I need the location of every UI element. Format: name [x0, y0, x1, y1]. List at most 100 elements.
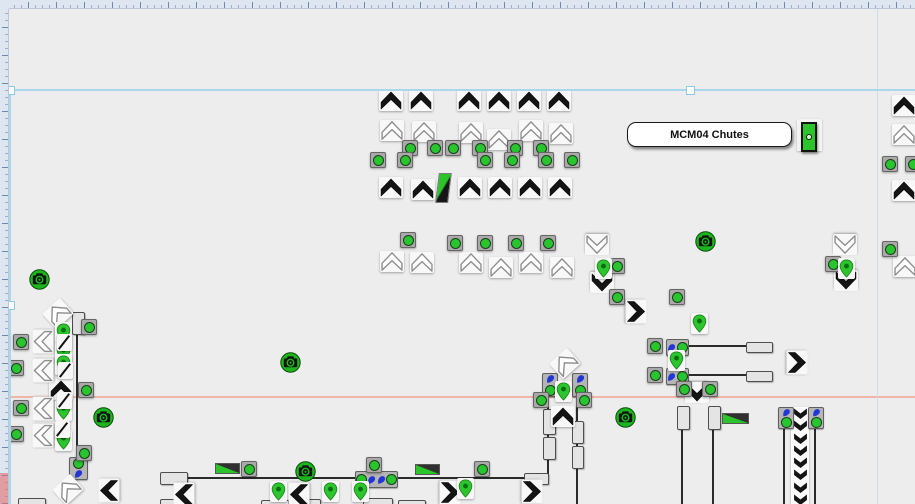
photo-eye-sensor[interactable]	[397, 152, 413, 168]
photo-eye-sensor[interactable]	[370, 152, 386, 168]
photo-eye-sensor[interactable]	[905, 156, 915, 172]
flow-arrow-black[interactable]	[411, 178, 435, 200]
flow-arrow-white[interactable]	[550, 256, 574, 278]
photo-eye-sensor[interactable]	[366, 457, 382, 473]
conveyor-segment[interactable]	[18, 498, 46, 504]
photo-eye-sensor[interactable]	[447, 235, 463, 251]
flow-arrow-white[interactable]	[32, 396, 54, 420]
flow-arrow-white[interactable]	[380, 119, 404, 141]
cctv-camera[interactable]	[294, 460, 316, 482]
photo-eye-sensor[interactable]	[477, 235, 493, 251]
flow-arrow-black[interactable]	[834, 269, 858, 291]
flow-arrow-white[interactable]	[52, 473, 84, 504]
conveyor-segment[interactable]	[746, 371, 773, 382]
belt-level-indicator[interactable]	[722, 413, 749, 424]
flow-arrow-white[interactable]	[549, 347, 581, 379]
photo-eye-sensor[interactable]	[8, 360, 24, 376]
location-marker[interactable]	[594, 257, 612, 279]
flow-arrow-black[interactable]	[551, 405, 575, 427]
conveyor-line[interactable]	[547, 394, 549, 478]
selection-top-edge[interactable]	[9, 89, 915, 91]
flow-arrow-white[interactable]	[489, 256, 513, 278]
flow-arrow-black[interactable]	[548, 176, 572, 198]
diverter-segment[interactable]	[56, 391, 72, 409]
photo-eye-sensor[interactable]	[477, 152, 493, 168]
equipment-status-box[interactable]	[572, 373, 588, 397]
horizontal-ruler[interactable]	[0, 0, 915, 9]
flow-arrow-white[interactable]	[459, 121, 483, 143]
photo-eye-sensor[interactable]	[669, 289, 685, 305]
belt-level-indicator[interactable]	[435, 173, 452, 203]
vertical-ruler[interactable]	[0, 0, 9, 504]
cctv-camera[interactable]	[694, 230, 716, 252]
flow-arrow-black[interactable]	[439, 480, 461, 504]
photo-eye-sensor[interactable]	[445, 140, 461, 156]
flow-arrow-black[interactable]	[409, 89, 433, 111]
flow-arrow-black[interactable]	[98, 478, 120, 502]
conveyor-line[interactable]	[681, 410, 683, 504]
photo-eye-sensor[interactable]	[647, 338, 663, 354]
flow-arrow-black[interactable]	[288, 482, 310, 504]
flow-arrow-white[interactable]	[410, 251, 434, 273]
photo-eye-sensor[interactable]	[882, 156, 898, 172]
location-marker[interactable]	[690, 312, 708, 334]
photo-eye-sensor[interactable]	[538, 152, 554, 168]
photo-eye-sensor[interactable]	[81, 319, 97, 335]
location-marker[interactable]	[351, 480, 369, 502]
location-marker[interactable]	[837, 257, 855, 279]
door-indicator[interactable]	[801, 122, 817, 152]
flow-arrow-white[interactable]	[549, 122, 573, 144]
photo-eye-sensor[interactable]	[241, 461, 257, 477]
chute-segment[interactable]	[572, 446, 584, 469]
photo-eye-sensor[interactable]	[13, 400, 29, 416]
location-marker[interactable]	[554, 380, 572, 402]
flow-arrow-white[interactable]	[459, 251, 483, 273]
flow-arrow-white[interactable]	[585, 233, 609, 255]
flow-arrow-black[interactable]	[518, 176, 542, 198]
photo-eye-sensor[interactable]	[427, 140, 443, 156]
photo-eye-sensor[interactable]	[13, 334, 29, 350]
chute-segment[interactable]	[543, 437, 556, 460]
flow-arrow-black[interactable]	[547, 89, 571, 111]
flow-arrow-black[interactable]	[173, 482, 195, 504]
photo-eye-sensor[interactable]	[76, 445, 92, 461]
flow-arrow-white[interactable]	[519, 251, 543, 273]
photo-eye-sensor[interactable]	[400, 232, 416, 248]
flow-arrow-black[interactable]	[521, 479, 543, 503]
photo-eye-sensor[interactable]	[474, 461, 490, 477]
chute-segment[interactable]	[708, 406, 721, 430]
flow-arrow-white[interactable]	[32, 329, 54, 353]
photo-eye-sensor[interactable]	[78, 382, 94, 398]
flow-arrow-black[interactable]	[487, 89, 511, 111]
chute-segment[interactable]	[677, 406, 690, 430]
conveyor-segment[interactable]	[746, 342, 773, 353]
conveyor-line[interactable]	[712, 410, 714, 504]
photo-eye-sensor[interactable]	[576, 392, 592, 408]
photo-eye-sensor[interactable]	[882, 241, 898, 257]
flow-arrow-white[interactable]	[32, 358, 54, 382]
chutes-area-label[interactable]: MCM04 Chutes	[627, 122, 792, 147]
vertical-guide-line[interactable]	[877, 8, 878, 504]
flow-arrow-black[interactable]	[379, 176, 403, 198]
flow-arrow-black[interactable]	[488, 176, 512, 198]
chute-segment[interactable]	[572, 421, 584, 444]
flow-arrow-white[interactable]	[487, 128, 511, 150]
location-marker[interactable]	[321, 480, 339, 502]
horizontal-guide-line[interactable]	[8, 396, 915, 398]
flow-arrow-white[interactable]	[380, 250, 404, 272]
flow-arrow-white[interactable]	[412, 120, 436, 142]
photo-eye-sensor[interactable]	[8, 426, 24, 442]
flow-arrow-white[interactable]	[32, 423, 54, 447]
photo-eye-sensor[interactable]	[533, 392, 549, 408]
belt-level-indicator[interactable]	[215, 463, 240, 474]
flow-arrow-black[interactable]	[457, 89, 481, 111]
flow-arrow-black[interactable]	[892, 94, 915, 116]
cctv-camera[interactable]	[92, 406, 114, 428]
flow-arrow-white[interactable]	[892, 123, 915, 145]
selection-handle[interactable]	[686, 86, 695, 95]
photo-eye-sensor[interactable]	[564, 152, 580, 168]
flow-arrow-black[interactable]	[517, 89, 541, 111]
photo-eye-sensor[interactable]	[540, 235, 556, 251]
photo-eye-sensor[interactable]	[647, 367, 663, 383]
